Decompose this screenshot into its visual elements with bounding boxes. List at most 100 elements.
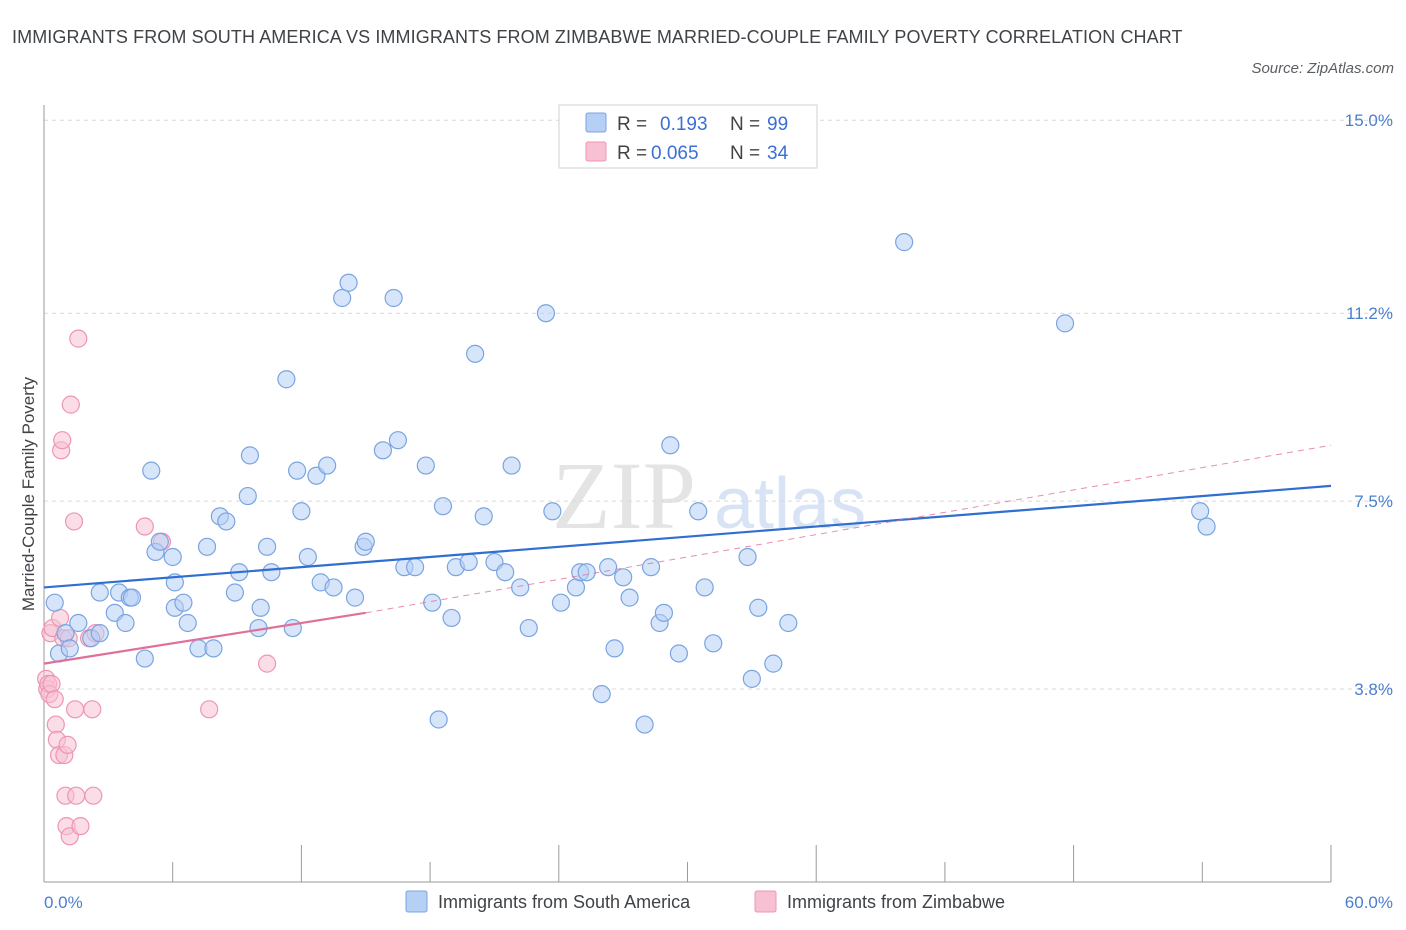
bottom-legend: Immigrants from South America Immigrants… (405, 890, 1005, 913)
south-america-point (262, 563, 281, 582)
stats-r-value-pink: 0.065 (651, 143, 699, 164)
y-tick-labels: 3.8% 7.5% 11.2% 15.0% (1345, 111, 1393, 699)
zimbabwe-point (84, 786, 103, 805)
watermark: ZIP atlas (552, 442, 866, 549)
stats-legend-swatch-pink (585, 141, 607, 162)
x-tick-marks (172, 845, 1332, 882)
south-america-point (163, 547, 182, 567)
zimbabwe-point (69, 329, 88, 348)
south-america-point (142, 461, 161, 480)
south-america-point (339, 273, 358, 292)
south-america-point (442, 608, 461, 628)
south-america-point (551, 593, 571, 612)
stats-r-label-pink: R = (617, 143, 647, 164)
south-america-point (749, 598, 768, 617)
y-tick-label: 3.8% (1354, 680, 1393, 699)
series-south-america-points (45, 233, 1216, 734)
zimbabwe-trend-extension (365, 444, 1332, 614)
south-america-point (204, 639, 223, 658)
south-america-point (742, 669, 761, 688)
south-america-point (283, 618, 302, 638)
watermark-zip: ZIP (552, 442, 696, 549)
y-axis-title: Married-Couple Family Poverty (19, 376, 38, 611)
south-america-point (251, 598, 270, 617)
gridlines (44, 119, 1393, 690)
south-america-point (661, 436, 680, 455)
zimbabwe-point (200, 700, 219, 719)
south-america-point (620, 588, 639, 607)
stats-legend-swatch-blue (585, 112, 607, 133)
south-america-point (429, 710, 448, 729)
zimbabwe-point (53, 431, 72, 450)
south-america-point (433, 497, 453, 516)
south-america-point (90, 624, 109, 643)
trend-lines (43, 444, 1332, 665)
south-america-point (654, 603, 674, 622)
zimbabwe-point (135, 517, 154, 536)
south-america-point (150, 532, 169, 551)
zimbabwe-point (71, 817, 90, 836)
y-tick-label: 15.0% (1345, 111, 1393, 130)
south-america-point (669, 644, 689, 663)
south-america-point (689, 502, 708, 521)
south-america-point (1191, 502, 1210, 521)
south-america-point (69, 613, 88, 633)
south-america-point (738, 547, 757, 567)
south-america-point (405, 558, 425, 577)
legend-swatch-south-america (405, 890, 428, 913)
south-america-point (614, 568, 633, 587)
south-america-point (257, 537, 277, 556)
south-america-point (298, 547, 317, 567)
zimbabwe-point (61, 395, 80, 414)
south-america-point (174, 593, 193, 612)
source-credit: Source: ZipAtlas.com (1251, 60, 1394, 77)
south-america-point (474, 507, 493, 526)
zimbabwe-point (46, 715, 65, 734)
stats-r-value-blue: 0.193 (660, 114, 708, 135)
south-america-point (178, 613, 197, 633)
legend-swatch-zimbabwe (754, 890, 777, 913)
south-america-point (373, 441, 393, 460)
south-america-point (577, 563, 596, 582)
south-america-point (333, 288, 352, 308)
stats-n-value-blue: 99 (767, 114, 788, 135)
south-america-point (384, 288, 403, 308)
zimbabwe-point (64, 512, 84, 531)
x-tick-label-min: 0.0% (44, 893, 83, 912)
zimbabwe-point (67, 786, 86, 805)
zimbabwe-point (58, 735, 77, 754)
south-america-point (122, 588, 142, 607)
south-america-point (288, 461, 307, 480)
south-america-point (641, 558, 661, 577)
stats-n-label-pink: N = (730, 143, 760, 164)
zimbabwe-point (66, 700, 85, 719)
south-america-point (345, 588, 365, 607)
south-america-point (543, 502, 562, 521)
south-america-point (240, 446, 260, 465)
south-america-point (592, 684, 611, 704)
south-america-point (519, 618, 538, 638)
south-america-point (605, 639, 624, 658)
x-tick-label-max: 60.0% (1345, 893, 1393, 912)
south-america-point (635, 715, 654, 734)
stats-n-label-blue: N = (730, 114, 760, 135)
stats-n-value-pink: 34 (767, 143, 789, 164)
south-america-point (496, 563, 515, 582)
y-tick-label: 11.2% (1346, 304, 1393, 323)
zimbabwe-point (257, 654, 277, 673)
south-america-point (225, 583, 245, 602)
zimbabwe-point (42, 674, 61, 694)
zimbabwe-point (83, 700, 102, 719)
south-america-point (60, 639, 79, 658)
south-america-trend-line (43, 484, 1332, 589)
south-america-point (292, 502, 311, 521)
chart-title: IMMIGRANTS FROM SOUTH AMERICA VS IMMIGRA… (12, 27, 1183, 47)
south-america-point (217, 512, 236, 531)
y-tick-label: 7.5% (1354, 492, 1393, 511)
legend-label-south-america: Immigrants from South America (438, 892, 691, 912)
south-america-point (45, 593, 64, 612)
south-america-point (895, 233, 914, 252)
south-america-point (197, 537, 217, 556)
south-america-point (511, 578, 530, 597)
